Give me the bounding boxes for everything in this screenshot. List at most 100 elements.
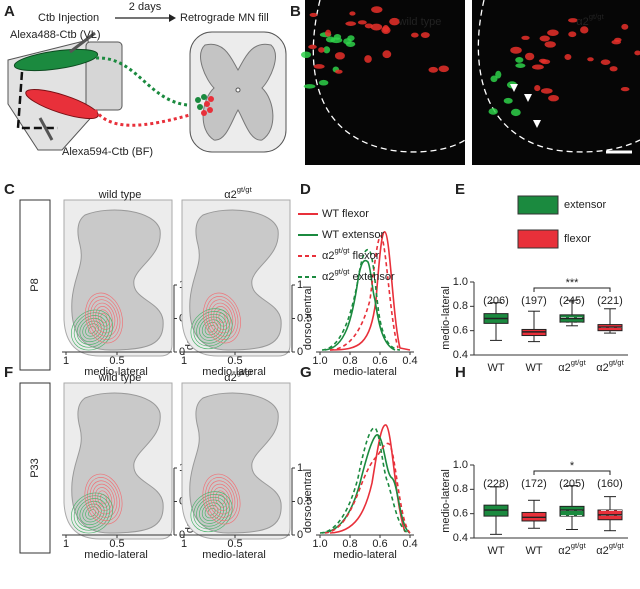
count-label: (172) <box>521 478 547 490</box>
box-hatch <box>560 506 584 517</box>
contour <box>190 491 233 533</box>
gray-matter <box>189 209 282 351</box>
y-tick-label: 1.0 <box>453 459 468 471</box>
contour <box>199 316 225 341</box>
y-tick-label: 1.0 <box>453 276 468 288</box>
x-tick-label: 1 <box>63 538 69 550</box>
arrowhead-marker <box>524 94 532 102</box>
density-curve <box>329 231 411 351</box>
cell <box>540 59 551 65</box>
x-tick-label-base: α2 <box>558 362 570 374</box>
contour <box>203 292 241 344</box>
cell <box>634 50 640 56</box>
panel-letter: A <box>4 3 15 20</box>
cell <box>521 35 530 40</box>
contour <box>202 473 241 525</box>
x-axis-label: medio-lateral <box>202 366 266 378</box>
contour <box>210 302 234 334</box>
cell <box>318 47 325 53</box>
contour <box>88 509 96 517</box>
cell <box>364 55 372 63</box>
cell <box>382 50 392 59</box>
legend-label-sup: gt/gt <box>334 246 350 255</box>
x-tick-label-sup: gt/gt <box>571 541 587 550</box>
legend-label-base: α2 <box>322 250 334 262</box>
cell <box>309 12 318 17</box>
cell <box>568 31 577 38</box>
cell <box>325 29 332 37</box>
cell <box>620 86 630 92</box>
cell <box>349 11 356 16</box>
density-curve <box>329 424 406 534</box>
cells <box>300 6 640 128</box>
contour <box>73 495 111 531</box>
contour <box>205 477 238 522</box>
step-label: Ctb Injection <box>38 12 99 24</box>
y-tick-label: 1 <box>297 279 303 291</box>
x-tick-label-base: α2 <box>596 545 608 557</box>
significance-bracket <box>533 470 611 475</box>
legend-label-tail: flexor <box>349 250 379 262</box>
cell <box>614 37 622 42</box>
age-label: P8 <box>29 278 41 291</box>
contour <box>196 496 227 527</box>
contour <box>85 292 123 344</box>
contour <box>208 299 236 337</box>
contour <box>76 498 108 528</box>
cell <box>438 65 449 73</box>
x-tick-label: α2gt/gt <box>558 358 586 374</box>
cell <box>428 66 439 73</box>
panel-letter: E <box>455 181 465 198</box>
muscle-vl <box>13 48 99 72</box>
cell <box>308 44 317 50</box>
panel-title-sup: gt/gt <box>237 185 253 194</box>
x-tick-label: 0.5 <box>227 355 242 367</box>
x-tick-label: α2gt/gt <box>558 541 586 557</box>
cell <box>539 35 550 42</box>
x-tick-label: 1.0 <box>312 355 327 367</box>
step-label: Retrograde MN fill <box>180 12 269 24</box>
y-axis-label: medio-lateral <box>440 286 452 350</box>
gray-matter <box>71 209 164 351</box>
panel-letter: F <box>4 364 13 381</box>
contour <box>199 499 225 524</box>
legend-label: WT extensor <box>322 229 384 241</box>
cell <box>515 63 526 68</box>
contour <box>210 483 233 515</box>
legend-label-tail: extensor <box>349 271 395 283</box>
x-tick-label: 1 <box>63 355 69 367</box>
age-label: P33 <box>29 458 41 478</box>
x-tick-label-base: α2 <box>558 545 570 557</box>
cell <box>334 52 345 60</box>
y-tick-label: 0.4 <box>453 532 468 544</box>
count-label: (205) <box>559 478 585 490</box>
tracer-label: Alexa594-Ctb (BF) <box>62 146 153 158</box>
contour <box>97 490 110 508</box>
panel-title-sup: gt/gt <box>237 368 253 377</box>
y-tick-label: 0.6 <box>453 325 468 337</box>
micrograph <box>472 0 640 165</box>
cell <box>300 51 312 59</box>
x-axis-label: medio-lateral <box>202 549 266 561</box>
x-tick-label: 0.5 <box>227 538 242 550</box>
panel-title: α2gt/gt <box>224 185 252 201</box>
mn-pool <box>195 94 214 116</box>
panel-title: wild type <box>98 372 142 384</box>
x-axis-label: medio-lateral <box>84 549 148 561</box>
legend-swatch <box>517 229 559 249</box>
x-tick-label: 1.0 <box>312 538 327 550</box>
legend-label-sup: gt/gt <box>334 267 350 276</box>
y-axis-label: medio-lateral <box>440 469 452 533</box>
panel-letter: H <box>455 364 466 381</box>
y-tick-label: 0.4 <box>453 349 468 361</box>
contour-panel: wild type10.510.50medio-lateraldorso-ven… <box>62 372 196 561</box>
count-label: (228) <box>483 478 509 490</box>
cell <box>347 35 355 42</box>
x-axis-label: medio-lateral <box>333 549 397 561</box>
arrowhead-marker <box>533 120 541 128</box>
cell <box>323 46 331 54</box>
cell <box>548 94 559 102</box>
